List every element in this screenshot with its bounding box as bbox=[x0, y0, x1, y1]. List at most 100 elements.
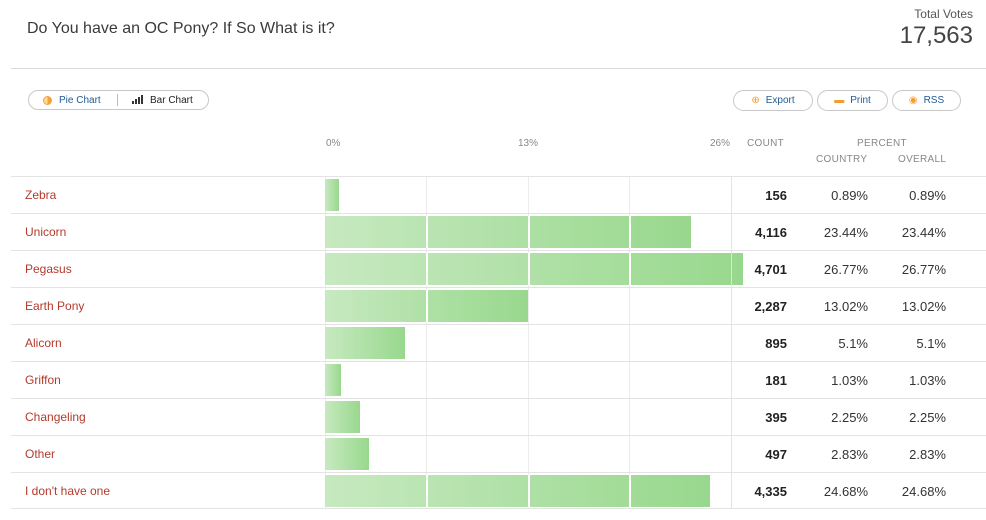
table-row: Unicorn 4,116 23.44% 23.44% bbox=[11, 213, 986, 250]
table-row: Changeling 395 2.25% 2.25% bbox=[11, 398, 986, 435]
table-row: Zebra 156 0.89% 0.89% bbox=[11, 176, 986, 213]
percent-overall: 26.77% bbox=[901, 262, 946, 277]
percent-overall: 2.83% bbox=[909, 447, 946, 462]
answer-label[interactable]: I don't have one bbox=[25, 484, 111, 498]
rss-button[interactable]: ◉ RSS bbox=[892, 90, 961, 111]
count-separator bbox=[731, 251, 732, 287]
result-bar bbox=[325, 179, 339, 211]
count-separator bbox=[731, 362, 732, 398]
table-row: Earth Pony 2,287 13.02% 13.02% bbox=[11, 287, 986, 324]
result-bar bbox=[325, 475, 710, 507]
result-bar bbox=[325, 327, 405, 359]
percent-overall: 24.68% bbox=[901, 484, 946, 499]
bar-track bbox=[325, 251, 743, 287]
total-votes-label: Total Votes bbox=[914, 7, 973, 21]
count-separator bbox=[731, 325, 732, 361]
table-row: Griffon 181 1.03% 1.03% bbox=[11, 361, 986, 398]
table-row: I don't have one 4,335 24.68% 24.68% bbox=[11, 472, 986, 509]
total-votes-value: 17,563 bbox=[899, 22, 973, 49]
bar-track bbox=[325, 288, 731, 324]
gridline-1 bbox=[426, 176, 427, 509]
rss-icon: ◉ bbox=[908, 95, 918, 106]
overall-column-header: OVERALL bbox=[898, 154, 947, 165]
chart-type-toggle: Pie Chart Bar Chart bbox=[28, 90, 209, 110]
result-bar bbox=[325, 401, 360, 433]
percent-country: 26.77% bbox=[823, 262, 868, 277]
count-column-header: COUNT bbox=[747, 138, 785, 149]
country-column-header: COUNTRY bbox=[816, 154, 868, 165]
axis-tick-1: 13% bbox=[518, 138, 539, 149]
bar-track bbox=[325, 473, 731, 509]
bar-chart-icon bbox=[132, 95, 143, 104]
bar-chart-button[interactable]: Bar Chart bbox=[118, 91, 193, 109]
answer-label[interactable]: Alicorn bbox=[25, 336, 62, 350]
poll-title: Do You have an OC Pony? If So What is it… bbox=[27, 20, 335, 37]
percent-country: 23.44% bbox=[823, 225, 868, 240]
vote-count: 4,701 bbox=[754, 262, 787, 277]
result-bar bbox=[325, 438, 369, 470]
percent-country: 24.68% bbox=[823, 484, 868, 499]
pie-chart-label: Pie Chart bbox=[59, 94, 101, 106]
export-button[interactable]: ⊕ Export bbox=[733, 90, 813, 111]
gridline-2 bbox=[528, 176, 529, 509]
result-bar bbox=[325, 216, 691, 248]
toggle-divider bbox=[117, 94, 118, 106]
vote-count: 156 bbox=[765, 188, 787, 203]
answer-label[interactable]: Unicorn bbox=[25, 225, 67, 239]
print-button[interactable]: ▬ Print bbox=[817, 90, 888, 111]
percent-column-header: PERCENT bbox=[857, 138, 907, 149]
table-row: Other 497 2.83% 2.83% bbox=[11, 435, 986, 472]
percent-overall: 1.03% bbox=[909, 373, 946, 388]
bar-chart-label: Bar Chart bbox=[150, 94, 193, 106]
percent-overall: 5.1% bbox=[916, 336, 946, 351]
vote-count: 4,116 bbox=[755, 225, 787, 240]
export-label: Export bbox=[765, 95, 795, 106]
result-bar bbox=[325, 364, 341, 396]
vote-count: 4,335 bbox=[754, 484, 787, 499]
percent-country: 1.03% bbox=[831, 373, 868, 388]
answer-label[interactable]: Earth Pony bbox=[25, 299, 85, 313]
bar-track bbox=[325, 436, 731, 472]
export-icon: ⊕ bbox=[751, 95, 760, 106]
percent-overall: 0.89% bbox=[909, 188, 946, 203]
print-icon: ▬ bbox=[834, 95, 845, 106]
vote-count: 497 bbox=[765, 447, 787, 462]
count-separator bbox=[731, 214, 732, 250]
bar-track bbox=[325, 362, 731, 398]
header-divider bbox=[11, 68, 986, 69]
count-separator bbox=[731, 288, 732, 324]
pie-chart-button[interactable]: Pie Chart bbox=[29, 91, 117, 109]
bar-track bbox=[325, 177, 731, 213]
print-label: Print bbox=[850, 95, 871, 106]
result-bar bbox=[325, 253, 743, 285]
percent-country: 13.02% bbox=[823, 299, 868, 314]
answer-label[interactable]: Changeling bbox=[25, 410, 86, 424]
axis-tick-2: 26% bbox=[710, 138, 731, 149]
count-separator bbox=[731, 177, 732, 213]
percent-overall: 23.44% bbox=[901, 225, 946, 240]
count-separator bbox=[731, 436, 732, 472]
vote-count: 395 bbox=[765, 410, 787, 425]
percent-country: 0.89% bbox=[831, 188, 868, 203]
bar-track bbox=[325, 325, 731, 361]
results-table: Zebra 156 0.89% 0.89% Unicorn 4,116 23.44% 23.4… bbox=[11, 176, 986, 509]
table-row: Pegasus 4,701 26.77% 26.77% bbox=[11, 250, 986, 287]
vote-count: 895 bbox=[765, 336, 787, 351]
count-separator bbox=[731, 473, 732, 509]
answer-label[interactable]: Zebra bbox=[25, 188, 57, 202]
percent-country: 5.1% bbox=[838, 336, 868, 351]
gridline-3 bbox=[629, 176, 630, 509]
answer-label[interactable]: Griffon bbox=[25, 373, 61, 387]
vote-count: 2,287 bbox=[754, 299, 787, 314]
result-bar bbox=[325, 290, 528, 322]
percent-overall: 2.25% bbox=[909, 410, 946, 425]
count-separator bbox=[731, 399, 732, 435]
table-row: Alicorn 895 5.1% 5.1% bbox=[11, 324, 986, 361]
percent-country: 2.25% bbox=[831, 410, 868, 425]
percent-country: 2.83% bbox=[831, 447, 868, 462]
answer-label[interactable]: Other bbox=[25, 447, 56, 461]
bar-track bbox=[325, 399, 731, 435]
answer-label[interactable]: Pegasus bbox=[25, 262, 72, 276]
percent-overall: 13.02% bbox=[901, 299, 946, 314]
bar-track bbox=[325, 214, 731, 250]
